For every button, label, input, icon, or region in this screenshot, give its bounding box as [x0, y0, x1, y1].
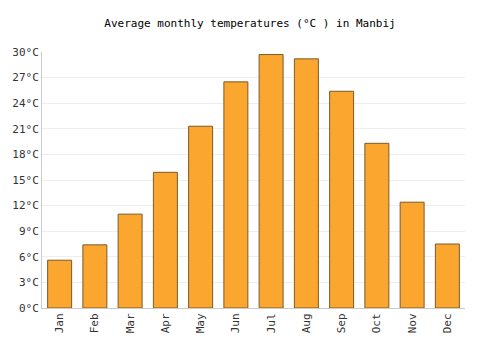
- svg-text:May: May: [194, 313, 207, 333]
- svg-text:Apr: Apr: [159, 313, 172, 333]
- svg-text:Feb: Feb: [88, 313, 101, 333]
- svg-text:27°C: 27°C: [12, 71, 39, 84]
- svg-text:21°C: 21°C: [12, 123, 39, 136]
- svg-text:Mar: Mar: [124, 313, 137, 333]
- svg-text:18°C: 18°C: [12, 148, 39, 161]
- svg-text:24°C: 24°C: [12, 97, 39, 110]
- svg-text:Jun: Jun: [229, 313, 242, 333]
- svg-text:Jan: Jan: [53, 313, 66, 333]
- svg-text:0°C: 0°C: [19, 302, 39, 315]
- svg-text:9°C: 9°C: [19, 225, 39, 238]
- svg-text:30°C: 30°C: [12, 46, 39, 59]
- svg-text:6°C: 6°C: [19, 251, 39, 264]
- svg-text:12°C: 12°C: [12, 199, 39, 212]
- svg-text:Average monthly temperatures (: Average monthly temperatures (°C ) in Ma…: [104, 17, 395, 30]
- svg-text:Dec: Dec: [441, 313, 454, 333]
- svg-text:Sep: Sep: [335, 313, 348, 333]
- svg-text:Jul: Jul: [265, 313, 278, 333]
- svg-text:3°C: 3°C: [19, 276, 39, 289]
- svg-text:Oct: Oct: [370, 313, 383, 333]
- svg-text:15°C: 15°C: [12, 174, 39, 187]
- svg-text:Nov: Nov: [406, 313, 419, 333]
- svg-text:Aug: Aug: [300, 313, 313, 333]
